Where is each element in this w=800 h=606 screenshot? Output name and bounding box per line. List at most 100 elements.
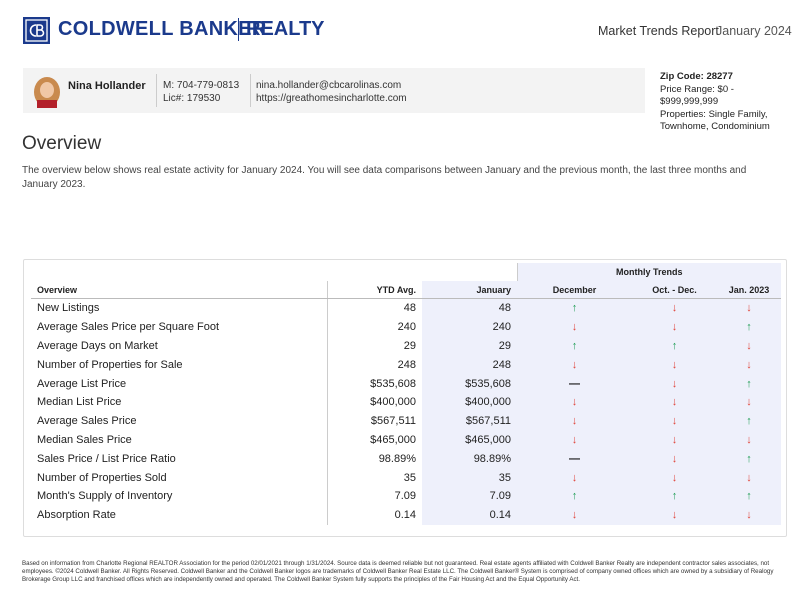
- trend-cell: ↓: [717, 468, 781, 487]
- table-card: Monthly Trends Overview YTD Avg. January Dec…: [23, 259, 787, 537]
- trend-cell: ↓: [717, 430, 781, 450]
- row: Median Sales Price $465,000 $465,000 ↓ ↓ ↓: [31, 430, 781, 450]
- agent-name: Nina Hollander: [68, 80, 146, 92]
- trend-cell: —: [517, 374, 632, 393]
- row: Absorption Rate 0.14 0.14 ↓ ↓ ↓: [31, 505, 781, 525]
- report-date: January 2024: [716, 24, 792, 38]
- value-cell: 35: [422, 468, 517, 487]
- trend-cell: ↑: [717, 317, 781, 337]
- value-cell: $535,608: [370, 377, 416, 390]
- value-cell: 29: [403, 339, 416, 352]
- trend-cell: ↑: [632, 336, 717, 356]
- trend-cell: ↓: [632, 411, 717, 431]
- logo: [23, 17, 50, 44]
- trend-cell: ↓: [632, 374, 717, 393]
- row-label: Average Days on Market: [31, 336, 328, 356]
- trend-cell: ↑: [717, 486, 781, 506]
- trend-cell: ↓: [517, 430, 632, 450]
- header-row: Overview YTD Avg. January December Oct. - De…: [31, 281, 781, 299]
- value-cell: $400,000: [370, 396, 416, 409]
- trend-cell: —: [517, 449, 632, 469]
- value-cell: $567,511: [422, 411, 517, 431]
- group-header-row: Monthly Trends: [31, 263, 781, 281]
- trend-cell: ↓: [717, 392, 781, 412]
- trend-cell: ↑: [632, 486, 717, 506]
- column-header: YTD Avg.: [327, 281, 422, 299]
- row-label: Month's Supply of Inventory: [31, 486, 328, 506]
- agent-license: Lic#: 179530: [163, 93, 221, 104]
- value-cell: $465,000: [370, 433, 416, 446]
- trend-cell: ↑: [717, 449, 781, 469]
- trend-cell: ↓: [632, 505, 717, 525]
- trend-cell: ↓: [717, 505, 781, 525]
- trend-cell: ↓: [632, 355, 717, 375]
- row-label: Absorption Rate: [31, 505, 328, 525]
- row-label: Average Sales Price per Square Foot: [31, 317, 328, 337]
- value-cell: $465,000: [422, 430, 517, 450]
- value-cell: 35: [403, 471, 416, 484]
- value-cell: 240: [397, 321, 416, 334]
- value-cell: 7.09: [394, 490, 416, 503]
- price-range: Price Range: $0 - $999,999,999: [660, 83, 734, 108]
- row: Average List Price $535,608 $535,608— ↓ ↑: [31, 374, 781, 393]
- trend-cell: ↓: [632, 430, 717, 450]
- value-cell: 240: [422, 317, 517, 337]
- trend-cell: ↓: [632, 449, 717, 469]
- row-label: Average List Price: [31, 374, 328, 393]
- column-header: January: [422, 281, 517, 299]
- value-cell: 29: [422, 336, 517, 356]
- trend-cell: ↑: [717, 411, 781, 431]
- trends-table: Monthly Trends Overview YTD Avg. January Dec…: [31, 263, 781, 525]
- footnote: Based on information from Charlotte Regi…: [22, 560, 774, 583]
- row: Average Days on Market 29 29 ↑ ↑ ↓: [31, 336, 781, 356]
- trend-cell: ↓: [632, 317, 717, 337]
- trend-cell: ↑: [517, 486, 632, 506]
- value-cell: 0.14: [394, 509, 416, 522]
- trend-cell: ↓: [517, 411, 632, 431]
- agent-photo: [34, 77, 60, 108]
- column-header: Jan. 2023: [717, 281, 781, 299]
- trend-cell: ↓: [717, 336, 781, 356]
- row: New Listings 48 48 ↑ ↓ ↓: [31, 298, 781, 318]
- trend-cell: ↓: [632, 468, 717, 487]
- overview-title: Overview: [22, 133, 102, 154]
- row: Sales Price / List Price Ratio 98.89% 98.8…: [31, 449, 781, 469]
- row: Median List Price $400,000 $400,000 ↓ ↓ ↓: [31, 392, 781, 412]
- value-cell: 248: [422, 355, 517, 375]
- trend-cell: ↓: [517, 392, 632, 412]
- value-cell: 98.89%: [422, 449, 517, 469]
- value-cell: $535,608: [422, 374, 517, 393]
- trend-cell: ↑: [717, 374, 781, 393]
- value-cell: 0.14: [422, 505, 517, 525]
- zip-code: Zip Code: 28277: [660, 71, 733, 82]
- value-cell: 7.09: [422, 486, 517, 506]
- trend-cell: ↑: [517, 336, 632, 356]
- agent-mobile: M: 704-779-0813: [163, 80, 240, 91]
- row-label: Median List Price: [31, 392, 328, 412]
- value-cell: 48: [422, 298, 517, 318]
- row: Month's Supply of Inventory 7.09 7.09 ↑ ↑ ↑: [31, 486, 781, 506]
- trend-cell: ↓: [517, 468, 632, 487]
- overview-description: The overview below shows real estate act…: [22, 165, 747, 190]
- trend-cell: ↓: [717, 298, 781, 318]
- cell: [31, 263, 518, 281]
- group-header: Monthly Trends: [517, 263, 781, 281]
- filters: Zip Code: 28277 Price Range: $0 - $999,9…: [660, 71, 788, 134]
- agent-email[interactable]: nina.hollander@cbcarolinas.com: [256, 80, 402, 91]
- divider: [156, 74, 157, 107]
- row-label: Median Sales Price: [31, 430, 328, 450]
- trend-cell: ↓: [632, 298, 717, 318]
- row-label: Number of Properties Sold: [31, 468, 328, 487]
- trend-cell: ↓: [517, 505, 632, 525]
- row: Number of Properties Sold 35 35 ↓ ↓ ↓: [31, 468, 781, 487]
- agent-website[interactable]: https://greathomesincharlotte.com: [256, 93, 407, 104]
- trend-cell: ↓: [632, 392, 717, 412]
- value-cell: 248: [397, 358, 416, 371]
- brand-suffix: REALTY: [238, 18, 325, 41]
- column-header: Oct. - Dec.: [632, 281, 717, 299]
- row-label: Average Sales Price: [31, 411, 328, 431]
- trend-cell: ↓: [517, 317, 632, 337]
- trend-cell: ↓: [717, 355, 781, 375]
- report-title: Market Trends Report: [598, 24, 719, 38]
